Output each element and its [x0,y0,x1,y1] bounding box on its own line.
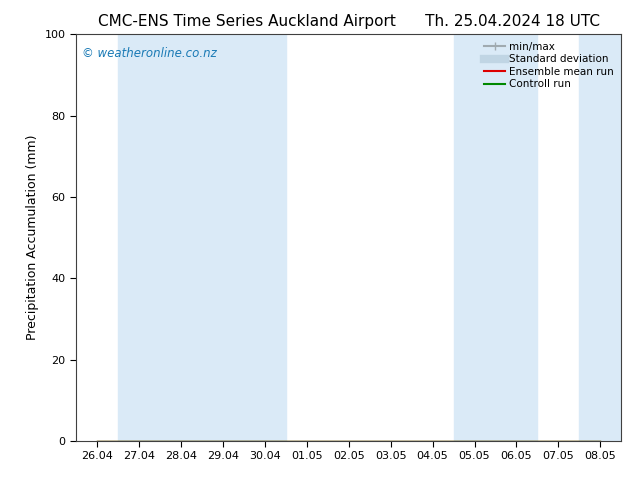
Bar [579,34,621,441]
Legend: min/max, Standard deviation, Ensemble mean run, Controll run: min/max, Standard deviation, Ensemble me… [482,40,616,92]
Title: CMC-ENS Time Series Auckland Airport      Th. 25.04.2024 18 UTC: CMC-ENS Time Series Auckland Airport Th.… [98,14,600,29]
Bar [202,34,286,441]
Y-axis label: Precipitation Accumulation (mm): Precipitation Accumulation (mm) [26,135,39,341]
Text: © weatheronline.co.nz: © weatheronline.co.nz [82,47,216,59]
Bar [118,34,202,441]
Bar [453,34,538,441]
